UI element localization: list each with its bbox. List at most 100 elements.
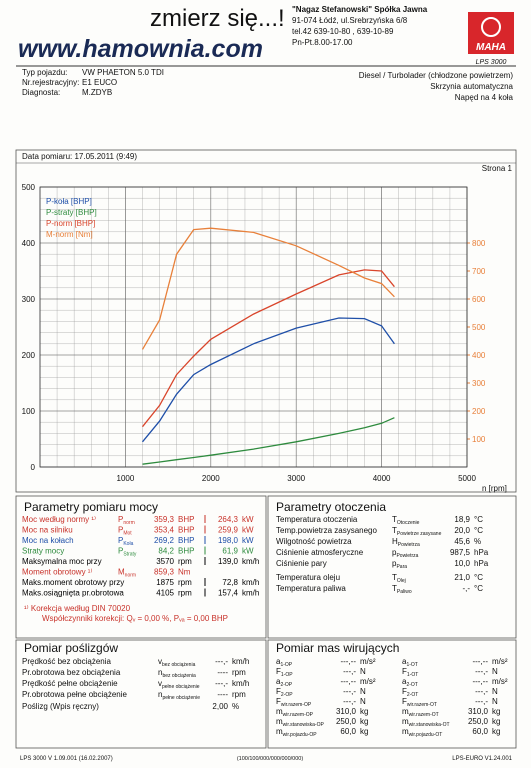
plot-frame (39, 186, 468, 468)
cell: Straty mocy (22, 547, 64, 556)
cell: 859,3 (154, 568, 175, 577)
cell: kg (492, 707, 500, 716)
cell: rpm (232, 690, 246, 699)
footer: (100/100/000/000/000/000) (237, 756, 304, 762)
company-line: Pn-Pt.8.00-17.00 (292, 38, 353, 47)
y2-tick-label: 600 (472, 295, 486, 304)
cell: °C (474, 515, 483, 524)
cell: 3570 (156, 557, 174, 566)
logo-icon (481, 17, 501, 37)
vehicle-value: E1 EUCO (82, 78, 117, 87)
symbol-main: P (118, 526, 123, 535)
symbol: PMot (118, 526, 132, 537)
cell: ---,- (475, 697, 488, 706)
symbol: mwir.pojazdu-OT (402, 727, 442, 738)
cell: 264,3 (218, 515, 239, 524)
y2-tick-label: 200 (472, 407, 486, 416)
cell: 20,0 (454, 526, 470, 535)
cell: Maks.moment obrotowy przy (22, 578, 124, 587)
symbol-sub: 1-OT (407, 672, 418, 678)
footer: LPS 3000 V 1.09.001 (16.02.2007) (20, 756, 113, 762)
cell: Ciśnienie pary (276, 559, 327, 568)
symbol-main: a (402, 657, 407, 666)
symbol-sub: wir.razem-OT (407, 702, 437, 708)
cell: m/s² (360, 677, 376, 686)
company-line: 91-074 Łódź, ul.Srebrzyńska 6/8 (292, 16, 408, 25)
cell: 250,0 (336, 717, 357, 726)
cell: N (360, 697, 366, 706)
cell: kg (360, 717, 368, 726)
symbol-sub: pełne obciążenie (162, 695, 200, 701)
website: www.hamownia.com (18, 35, 263, 63)
symbol-sub: 2-OP (281, 692, 293, 698)
cell: 2,00 (212, 702, 228, 711)
cell: 10,0 (454, 559, 470, 568)
cell: °C (474, 573, 483, 582)
cell: m/s² (360, 657, 376, 666)
cell: -,- (462, 584, 470, 593)
symbol: nbez obciążenia (158, 668, 196, 679)
symbol-sub: 2-OP (280, 682, 292, 688)
cell: km/h (242, 557, 259, 566)
cell: ---,-- (472, 657, 488, 666)
symbol: mwir.pojazdu-OP (276, 727, 317, 738)
note: Współczynniki korekcji: Qᵥ = 0,00 %, Pᵥₐ… (42, 614, 228, 623)
cell: Moc na kołach (22, 536, 74, 545)
footer: LPS-EURO V1.24.001 (452, 756, 512, 762)
symbol: Fwir.razem-OP (276, 697, 312, 708)
symbol-main: F (276, 687, 281, 696)
cell: km/h (242, 578, 259, 587)
symbol-main: p (392, 559, 397, 568)
logo-text: MAHA (476, 42, 506, 53)
cell: Moc na silniku (22, 526, 73, 535)
note: ¹⁾ Korekcja według DIN 70020 (24, 604, 131, 613)
symbol-main: m (402, 707, 409, 716)
symbol-sub: Powietrza (396, 553, 418, 559)
y-tick-label: 100 (22, 407, 36, 416)
cell: ---,- (215, 679, 228, 688)
legend-entry: P-koła [BHP] (46, 197, 92, 206)
legend-entry: P-straty [BHP] (46, 208, 97, 217)
symbol: pPowietrza (392, 548, 419, 559)
symbol-main: F (402, 697, 407, 706)
symbol-main: T (392, 526, 397, 535)
section-box (267, 639, 517, 749)
symbol: mwir.razem-OP (276, 707, 314, 718)
cell: 987,5 (450, 548, 471, 557)
symbol-sub: Paliwo (397, 589, 412, 595)
cell: Nm (178, 568, 191, 577)
x-tick-label: 2000 (202, 474, 220, 483)
symbol-main: v (158, 679, 162, 688)
symbol-main: F (402, 687, 407, 696)
symbol: a1-OT (402, 657, 418, 668)
x-tick-label: 3000 (287, 474, 305, 483)
symbol-sub: Powietrza (398, 542, 420, 548)
cell: 21,0 (454, 573, 470, 582)
cell: Temperatura paliwa (276, 584, 346, 593)
cell: 60,0 (340, 727, 356, 736)
symbol-main: F (276, 667, 281, 676)
cell: 18,9 (454, 515, 470, 524)
y-tick-label: 400 (22, 239, 36, 248)
y2-tick-label: 500 (472, 323, 486, 332)
series-line (141, 269, 395, 428)
cell: 359,3 (154, 515, 175, 524)
series-line (142, 417, 395, 465)
symbol-main: p (392, 548, 397, 557)
cell: ---,-- (340, 657, 356, 666)
cell: 61,9 (222, 547, 238, 556)
symbol: Pnorm (118, 515, 135, 526)
cell: 198,0 (218, 536, 239, 545)
cell: Prędkość pełne obciążenie (22, 679, 118, 688)
cell: ---,- (343, 697, 356, 706)
symbol: F2-OP (276, 687, 293, 698)
cell: rpm (178, 589, 192, 598)
symbol-sub: norm (123, 520, 134, 526)
y2-tick-label: 400 (472, 351, 486, 360)
slogan: zmierz się...! (150, 5, 285, 32)
symbol-sub: wir.razem-OP (281, 702, 312, 708)
symbol: F1-OP (276, 667, 293, 678)
vehicle-info: Napęd na 4 koła (455, 93, 514, 102)
symbol: TOtoczenie (392, 515, 420, 526)
cell: 45,6 (454, 537, 470, 546)
